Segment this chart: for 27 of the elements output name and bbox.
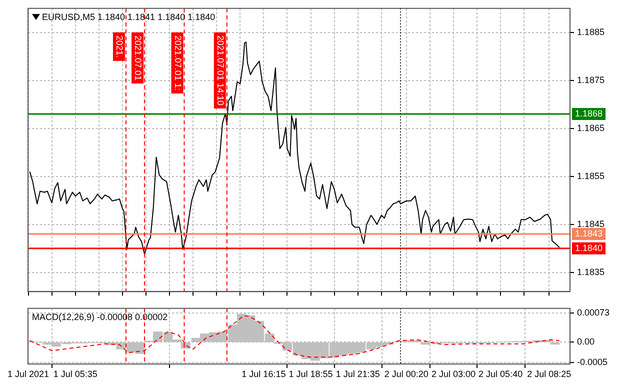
ref-line-label: 1.1868 xyxy=(575,108,603,118)
y-tick-label: -0.0005 xyxy=(577,356,608,367)
chart-title: MACD(12,26,9) -0.00008 0.00002 xyxy=(32,312,168,322)
x-tick-label: 1 Jul 21:35 xyxy=(336,368,380,379)
ref-line-label: 2021.07.01 14:10 xyxy=(215,35,226,106)
y-tick-label: 1.1855 xyxy=(577,170,605,181)
x-tick-label: 1 Jul 05:35 xyxy=(53,368,98,379)
ref-line-label: 2021.07.01 1: xyxy=(172,35,183,90)
y-tick-label: 1.1865 xyxy=(577,122,605,133)
ref-line-label: 2021.07.01 xyxy=(133,35,144,80)
x-tick-label: 1 Jul 18:55 xyxy=(288,368,333,379)
y-tick-label: 1.1835 xyxy=(577,266,605,277)
x-tick-label: 2 Jul 03:00 xyxy=(431,368,476,379)
y-tick-label: 1.1845 xyxy=(577,218,605,229)
y-tick-label: 0.00 xyxy=(577,336,595,347)
y-tick-label: 1.1875 xyxy=(577,74,605,85)
x-tick-label: 2 Jul 00:20 xyxy=(384,368,428,379)
ref-line-label: 1.1840 xyxy=(575,242,603,253)
y-tick-label: 0.00073 xyxy=(577,307,610,318)
y-tick-label: 1.1885 xyxy=(577,26,605,37)
ref-line-label: 2021. xyxy=(114,35,124,58)
x-tick-label: 1 Jul 16:15 xyxy=(242,368,286,379)
x-tick-label: 2 Jul 05:40 xyxy=(478,368,523,379)
ref-line-label: 1.1843 xyxy=(575,228,603,238)
x-tick-label: 1 Jul 2021 xyxy=(8,368,50,379)
chart-title: EURUSD,M5 1.1840 1.1841 1.1840 1.1840 xyxy=(42,12,216,22)
x-tick-label: 2 Jul 08:25 xyxy=(527,368,572,379)
